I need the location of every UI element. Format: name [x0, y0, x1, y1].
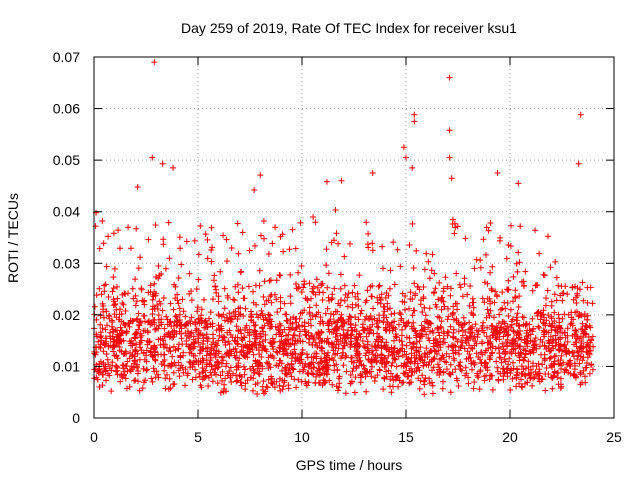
y-tick-label: 0: [72, 410, 80, 426]
x-tick-label: 20: [502, 429, 518, 445]
data-point: [159, 160, 166, 167]
data-point: [149, 154, 156, 161]
x-tick-label: 0: [90, 429, 98, 445]
data-points: [91, 59, 597, 398]
x-axis-label: GPS time / hours: [296, 457, 403, 473]
x-tick-label: 10: [294, 429, 310, 445]
data-point: [134, 183, 141, 190]
data-point: [99, 217, 106, 224]
x-axis-ticks: 0 5 10 15 20 25: [90, 57, 622, 445]
data-point: [369, 170, 376, 177]
y-tick-label: 0.04: [53, 204, 80, 220]
data-point: [446, 74, 453, 81]
y-tick-label: 0.06: [53, 101, 80, 117]
data-point: [577, 111, 584, 118]
y-tick-label: 0.03: [53, 255, 80, 271]
x-tick-label: 15: [398, 429, 414, 445]
data-point: [400, 144, 407, 151]
data-point: [409, 164, 416, 171]
data-point: [446, 154, 453, 161]
data-point: [448, 175, 455, 182]
y-tick-label: 0.01: [53, 358, 80, 374]
roti-point-cloud: [91, 172, 597, 398]
x-tick-label: 5: [194, 429, 202, 445]
plot-frame: [93, 56, 615, 419]
chart-title: Day 259 of 2019, Rate Of TEC Index for r…: [181, 20, 517, 36]
data-point: [151, 59, 158, 66]
data-point: [338, 177, 345, 184]
data-point: [411, 111, 418, 118]
data-point: [170, 164, 177, 171]
y-axis-label: ROTI / TECUs: [5, 193, 21, 283]
data-point: [494, 170, 501, 177]
y-tick-label: 0.05: [53, 152, 80, 168]
y-tick-label: 0.07: [53, 49, 80, 65]
data-point: [515, 180, 522, 187]
data-point: [411, 118, 418, 125]
data-point: [446, 127, 453, 134]
x-tick-label: 25: [606, 429, 622, 445]
data-point: [323, 178, 330, 185]
y-axis-ticks: 0 0.01 0.02 0.03 0.04 0.05 0.06 0.07: [53, 49, 614, 426]
y-tick-label: 0.02: [53, 307, 80, 323]
data-point: [575, 160, 582, 167]
data-point: [403, 154, 409, 161]
data-point: [251, 187, 258, 194]
